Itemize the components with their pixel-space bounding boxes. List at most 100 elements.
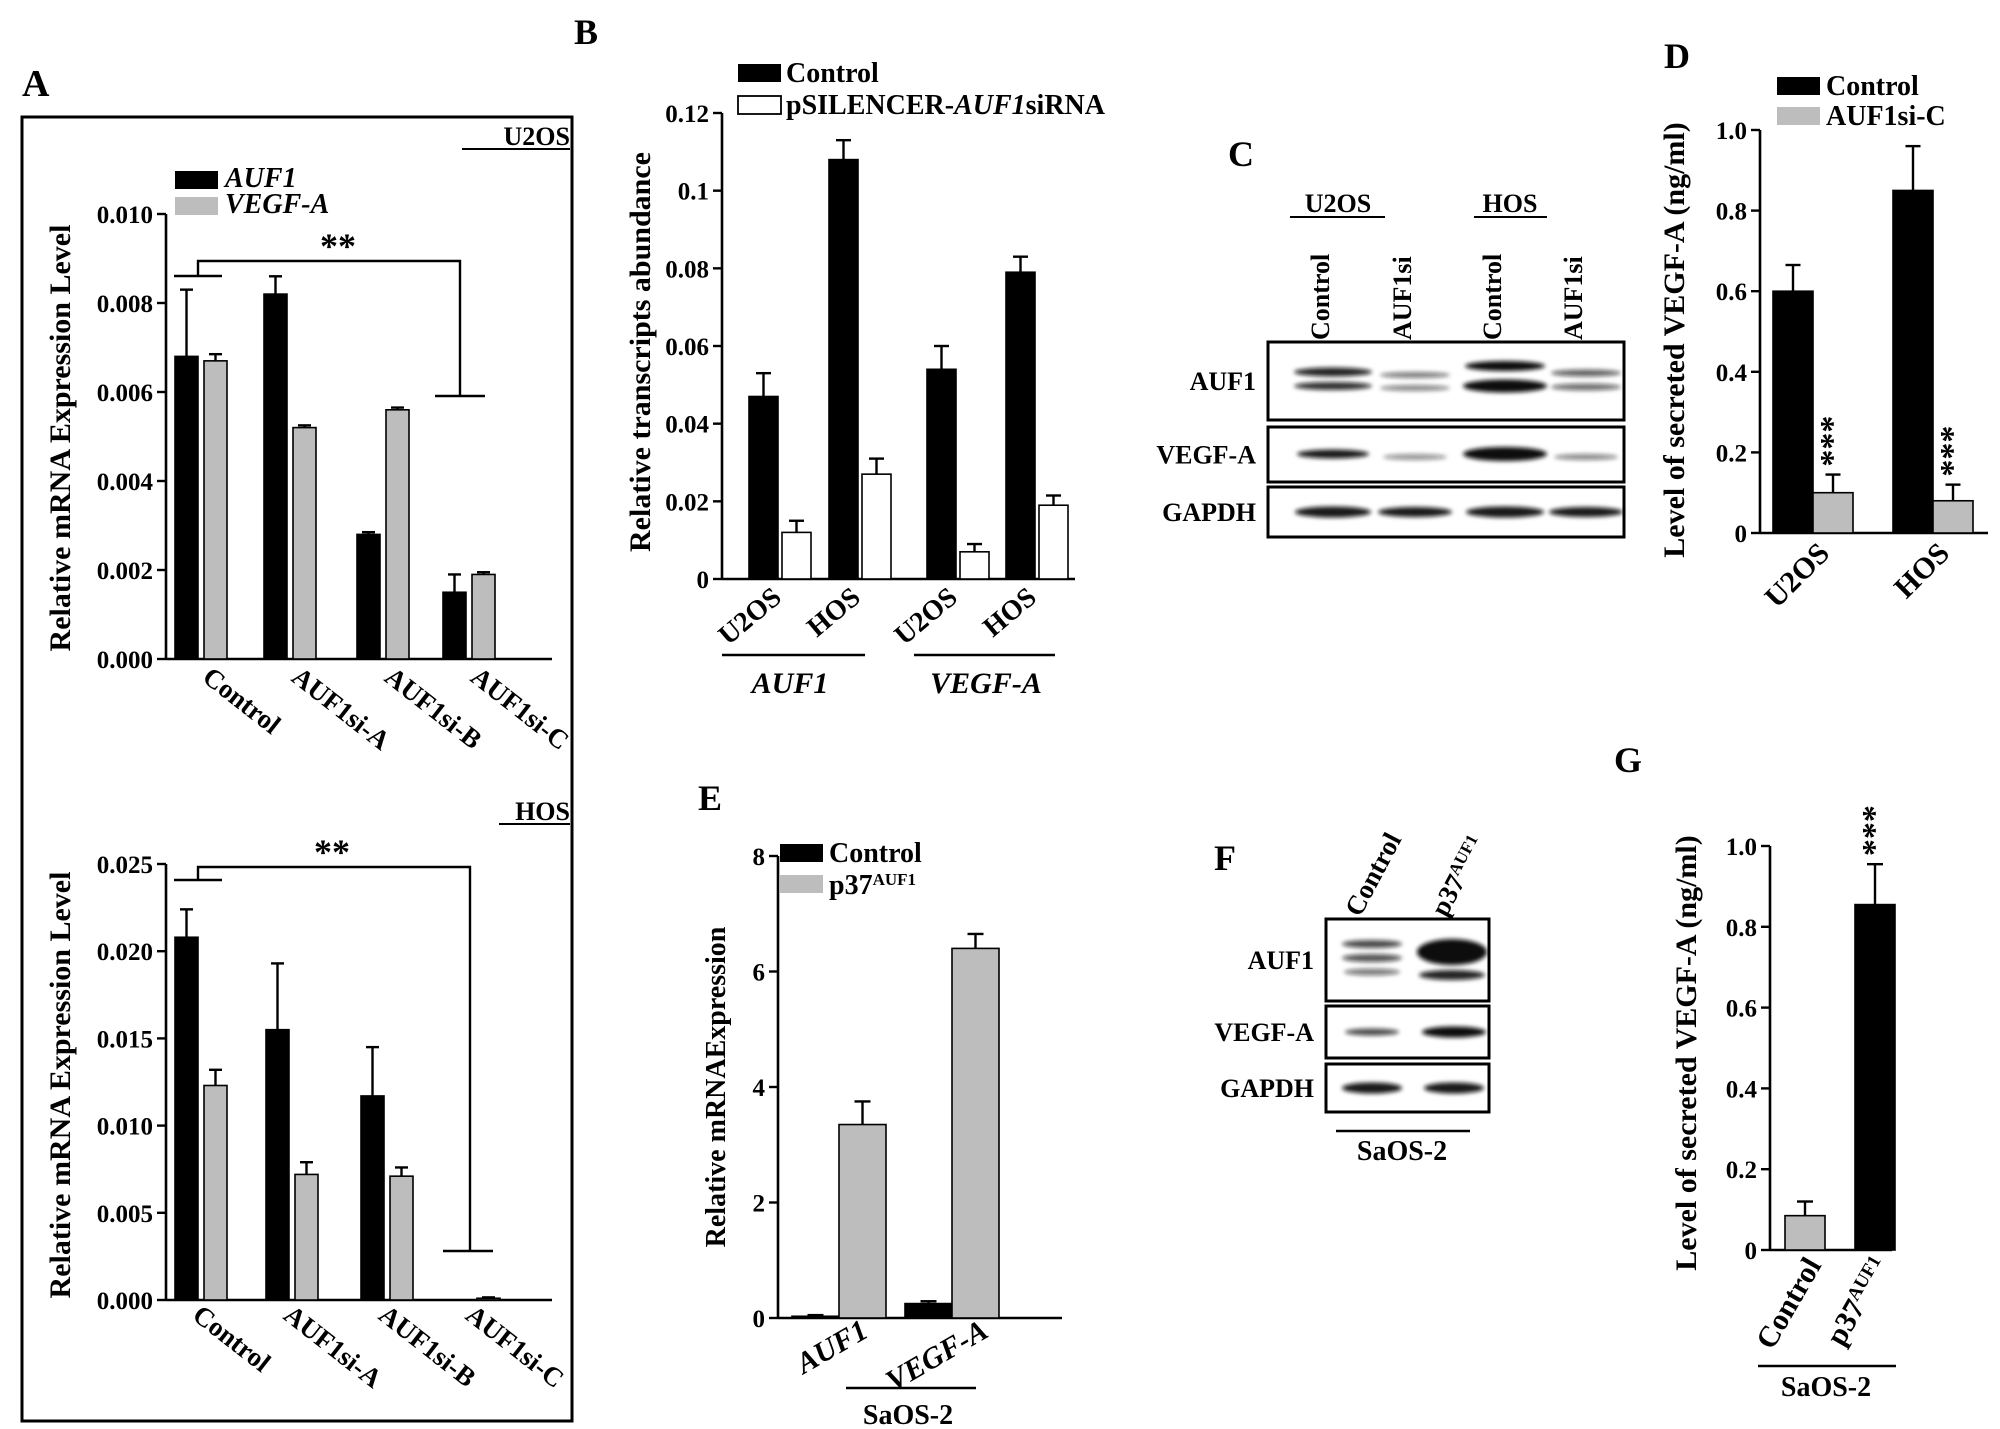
y-tick-label: 0.008 — [97, 291, 153, 318]
y-axis-title-g: Level of secreted VEGF-A (ng/ml) — [1670, 835, 1703, 1270]
y-tick-label: 0.6 — [1726, 996, 1757, 1023]
blot-band — [1554, 454, 1618, 460]
blot-row-label: AUF1 — [1190, 367, 1256, 396]
blot-band — [1342, 940, 1402, 948]
x-tick-label: AUF1si-B — [373, 1299, 481, 1393]
bar — [1812, 491, 1854, 534]
blot-band — [1344, 968, 1400, 976]
legend-label-p37: p37AUF1 — [829, 870, 916, 902]
legend-swatch-vegfa — [175, 197, 218, 215]
y-tick-label: 2 — [753, 1191, 766, 1218]
y-tick-label: 0.06 — [665, 334, 709, 361]
y-tick-label: 0.02 — [665, 489, 709, 516]
blot-band — [1419, 970, 1485, 980]
y-axis-title-a1: Relative mRNA Expression Level — [44, 225, 77, 652]
group-label-vegfa: VEGF-A — [930, 667, 1042, 700]
cell-tag-u2os: U2OS — [504, 122, 570, 151]
group-label-saos2: SaOS-2 — [863, 1400, 953, 1429]
y-tick-label: 0.4 — [1726, 1076, 1758, 1103]
y-tick-label: 0.04 — [665, 412, 709, 439]
bar — [385, 408, 410, 660]
x-tick-label: HOS — [801, 582, 866, 644]
significance-stars: *** — [1814, 416, 1851, 467]
blot-band — [1383, 454, 1447, 460]
x-tick-label: p37AUF1 — [1819, 1252, 1896, 1351]
bar — [904, 1302, 953, 1319]
chart-A1: 0.000 0.002 0.004 0.006 0.008 0.010 — [97, 202, 552, 674]
x-tick-label: HOS — [977, 582, 1042, 644]
bar — [1784, 1214, 1826, 1251]
panel-label-c: C — [1228, 134, 1254, 174]
bar — [389, 1175, 414, 1301]
bar — [1932, 499, 1974, 534]
bar — [1772, 290, 1814, 534]
y-tick-label: 0.002 — [97, 558, 153, 585]
blot-band — [1342, 954, 1402, 962]
legend-label-auf1: AUF1 — [223, 163, 297, 194]
bracket-main — [196, 865, 472, 1251]
x-tick-label: AUF1si-B — [379, 661, 487, 755]
blot-row-label: GAPDH — [1162, 498, 1256, 527]
x-tick-label: AUF1 — [789, 1313, 874, 1381]
blot-group-label: HOS — [1483, 189, 1538, 218]
y-tick-label: 0.08 — [665, 256, 709, 283]
bar — [1854, 903, 1896, 1251]
blot-lane-label: AUF1si — [1559, 256, 1588, 340]
y-tick-label: 4 — [753, 1075, 766, 1102]
chart-E: 0 2 4 6 8 — [753, 844, 1062, 1333]
bar — [203, 360, 228, 660]
y-axis-title-d: Level of secreted VEGF-A (ng/ml) — [1658, 122, 1691, 557]
blot-row-label: VEGF-A — [1214, 1018, 1314, 1047]
blot-row-label: AUF1 — [1248, 946, 1314, 975]
legend-swatch-auf1 — [175, 171, 218, 189]
bar — [951, 947, 1000, 1319]
bar — [781, 531, 812, 580]
panel-label-f: F — [1214, 838, 1236, 878]
bar — [356, 533, 381, 660]
bar — [791, 1315, 840, 1319]
blot-row-label: VEGF-A — [1156, 441, 1256, 470]
bar — [471, 573, 496, 660]
y-tick-label: 0.6 — [1716, 279, 1747, 306]
legend-label-control: Control — [829, 838, 922, 869]
bar — [959, 551, 990, 580]
panel-label-g: G — [1614, 740, 1642, 780]
y-tick-label: 0.015 — [97, 1026, 153, 1053]
legend-swatch-control — [738, 64, 781, 82]
bar — [360, 1095, 385, 1301]
y-tick-label: 6 — [753, 960, 766, 987]
x-tick-label: Control — [1750, 1252, 1828, 1355]
y-tick-label: 8 — [753, 844, 766, 871]
y-tick-label: 0.1 — [678, 179, 709, 206]
bar — [1892, 189, 1934, 534]
x-tick-label: HOS — [1888, 537, 1956, 605]
x-tick-label: AUF1si-A — [286, 661, 396, 756]
y-tick-label: 0.000 — [97, 647, 153, 674]
blot-band — [1551, 383, 1621, 391]
chart-D: 0 0.2 0.4 0.6 0.8 1.0 *** *** — [1716, 118, 1988, 548]
bar — [174, 355, 199, 660]
blot-lane-label: p37AUF1 — [1424, 831, 1491, 921]
y-tick-label: 0.12 — [665, 101, 709, 128]
x-tick-label: U2OS — [1758, 537, 1836, 615]
x-tick-label: U2OS — [889, 582, 964, 652]
blot-band — [1465, 361, 1545, 371]
legend-swatch-control — [1777, 77, 1820, 95]
blot-band — [1380, 385, 1450, 391]
y-tick-label: 0 — [753, 1306, 766, 1333]
x-tick-label: AUF1si-C — [465, 661, 574, 756]
y-tick-label: 0.4 — [1716, 360, 1748, 387]
y-tick-label: 0.004 — [97, 469, 154, 496]
blot-band — [1463, 447, 1547, 461]
blot-band — [1378, 507, 1452, 517]
legend-label-auf1si-c: AUF1si-C — [1826, 101, 1946, 132]
y-tick-label: 0.8 — [1726, 915, 1757, 942]
legend-label-control: Control — [786, 58, 879, 89]
bar — [748, 395, 779, 580]
y-axis-title-b: Relative transcripts abundance — [624, 152, 657, 552]
panel-label-b: B — [574, 12, 598, 52]
y-tick-label: 1.0 — [1726, 834, 1757, 861]
group-label-auf1: AUF1 — [750, 667, 829, 700]
blot-frame — [1266, 340, 1626, 422]
